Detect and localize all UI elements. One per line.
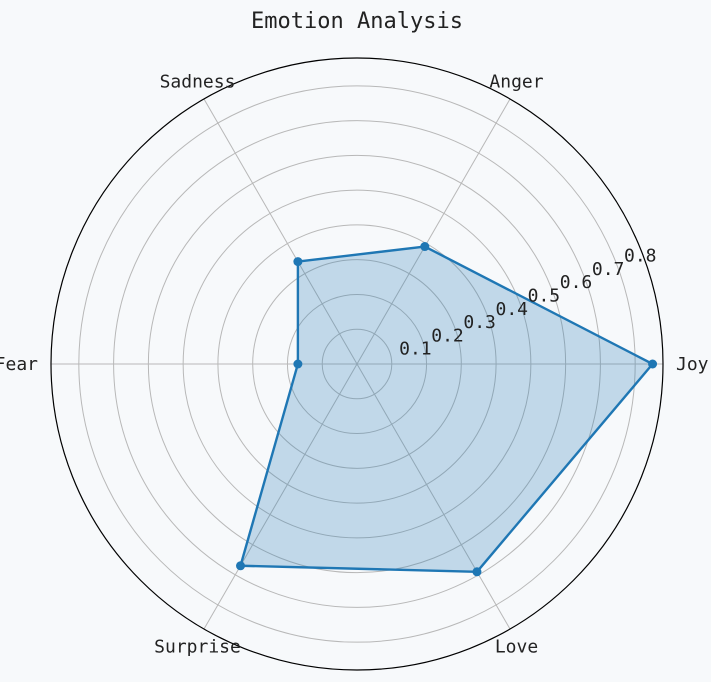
r-tick-label: 0.1 [399, 339, 432, 360]
category-label-joy: Joy [676, 354, 709, 375]
data-point-love [472, 567, 482, 577]
data-layer [236, 242, 658, 577]
spoke-love [356, 363, 511, 630]
spoke-anger [356, 98, 511, 365]
spoke-surprise [203, 363, 358, 630]
data-point-joy [648, 359, 658, 369]
r-tick-label: 0.2 [431, 325, 464, 346]
r-tick-label: 0.4 [496, 299, 529, 320]
chart-title: Emotion Analysis [251, 9, 463, 34]
category-label-fear: Fear [0, 354, 38, 375]
outer-ring [50, 57, 664, 671]
category-label-anger: Anger [489, 72, 543, 93]
r-tick-label: 0.6 [560, 272, 593, 293]
category-label-surprise: Surprise [154, 636, 241, 657]
r-tick-label: 0.7 [592, 259, 625, 280]
category-label-love: Love [495, 636, 538, 657]
r-tick-label: 0.3 [463, 312, 496, 333]
labels: 0.10.20.30.40.50.60.70.8 Joy Anger Sadness F… [0, 72, 709, 658]
grid [50, 57, 664, 671]
r-tick-label: 0.8 [624, 246, 657, 267]
data-point-fear [293, 359, 303, 369]
category-label-sadness: Sadness [160, 72, 236, 93]
spoke-sadness [203, 98, 358, 365]
data-point-surprise [236, 561, 246, 571]
data-point-anger [420, 242, 430, 252]
data-point-sadness [293, 257, 303, 267]
r-tick-label: 0.5 [528, 285, 561, 306]
